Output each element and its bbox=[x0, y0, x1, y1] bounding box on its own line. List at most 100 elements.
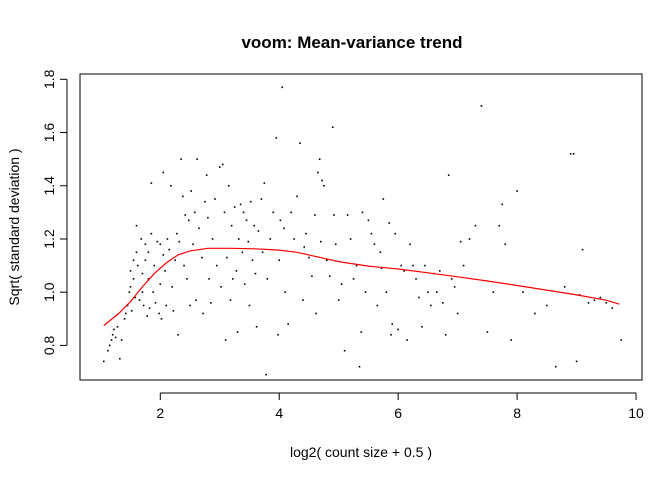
data-point bbox=[321, 179, 323, 182]
data-point bbox=[218, 166, 221, 168]
data-point bbox=[317, 171, 319, 174]
data-point bbox=[468, 238, 471, 240]
data-point bbox=[283, 227, 285, 230]
data-point bbox=[178, 240, 181, 243]
data-point bbox=[138, 299, 141, 301]
data-point bbox=[135, 224, 138, 227]
data-point bbox=[195, 299, 197, 301]
data-point bbox=[243, 283, 246, 286]
data-point bbox=[409, 243, 411, 246]
data-point bbox=[232, 278, 234, 280]
data-point bbox=[438, 270, 441, 272]
data-point bbox=[159, 243, 162, 246]
data-point bbox=[382, 198, 385, 200]
data-point bbox=[293, 238, 295, 240]
data-point bbox=[323, 184, 325, 187]
data-point bbox=[605, 302, 608, 304]
data-point bbox=[158, 312, 160, 315]
data-point bbox=[156, 240, 159, 243]
data-point bbox=[355, 264, 358, 267]
data-point bbox=[129, 286, 132, 288]
data-point bbox=[400, 264, 402, 267]
data-point bbox=[230, 224, 233, 227]
data-point bbox=[144, 243, 147, 246]
data-point bbox=[204, 200, 206, 203]
data-point bbox=[184, 214, 187, 216]
data-point bbox=[263, 182, 266, 184]
data-point bbox=[492, 291, 495, 293]
data-point bbox=[480, 105, 483, 107]
data-point bbox=[142, 304, 145, 307]
data-point bbox=[198, 227, 200, 230]
data-point bbox=[242, 211, 245, 214]
y-tick-label: 1.2 bbox=[41, 229, 57, 249]
data-point bbox=[380, 267, 383, 270]
data-point bbox=[136, 264, 139, 267]
data-point bbox=[202, 312, 204, 315]
data-point bbox=[102, 360, 105, 363]
data-point bbox=[510, 339, 512, 341]
data-point bbox=[279, 219, 282, 222]
data-point bbox=[272, 211, 275, 214]
x-tick-label: 4 bbox=[275, 405, 283, 421]
data-point bbox=[546, 304, 548, 307]
data-point bbox=[290, 211, 292, 214]
data-point bbox=[587, 302, 590, 304]
data-point bbox=[436, 291, 438, 293]
data-point bbox=[141, 272, 144, 275]
data-point bbox=[315, 312, 317, 315]
data-point bbox=[331, 126, 334, 129]
data-point bbox=[563, 286, 566, 288]
data-point bbox=[462, 264, 465, 267]
data-point bbox=[132, 259, 135, 262]
data-point bbox=[148, 307, 151, 309]
data-point bbox=[210, 302, 212, 304]
x-tick-label: 6 bbox=[394, 405, 402, 421]
data-point bbox=[486, 331, 489, 333]
data-point bbox=[516, 190, 518, 192]
data-point bbox=[593, 299, 596, 301]
data-point bbox=[575, 360, 578, 363]
data-point bbox=[397, 328, 399, 331]
data-point bbox=[403, 270, 405, 272]
data-point bbox=[144, 259, 147, 262]
data-point bbox=[364, 291, 367, 293]
data-point bbox=[522, 291, 524, 293]
data-point bbox=[241, 251, 244, 254]
data-point bbox=[320, 240, 322, 243]
data-point bbox=[186, 278, 188, 280]
data-point bbox=[108, 344, 111, 347]
data-point bbox=[334, 243, 337, 246]
x-tick-label: 10 bbox=[628, 405, 644, 421]
scatter-points bbox=[102, 86, 622, 376]
data-point bbox=[123, 318, 126, 320]
data-point bbox=[456, 312, 459, 315]
data-point bbox=[227, 184, 230, 187]
data-point bbox=[130, 310, 133, 312]
data-point bbox=[373, 243, 376, 246]
data-point bbox=[406, 339, 408, 341]
data-point bbox=[474, 224, 477, 227]
data-point bbox=[113, 328, 115, 331]
data-point bbox=[162, 171, 165, 174]
data-point bbox=[188, 219, 190, 222]
data-point bbox=[360, 331, 363, 333]
data-point bbox=[534, 312, 536, 315]
data-point bbox=[412, 264, 414, 267]
data-point bbox=[147, 278, 150, 280]
data-point bbox=[251, 259, 254, 262]
data-point bbox=[160, 318, 163, 320]
data-point bbox=[171, 286, 173, 288]
data-point bbox=[205, 174, 208, 176]
data-point bbox=[135, 251, 138, 254]
data-point bbox=[265, 373, 267, 376]
data-point bbox=[168, 248, 171, 251]
data-point bbox=[248, 304, 251, 307]
data-point bbox=[254, 272, 257, 275]
x-axis: 2 4 6 8 10 bbox=[156, 392, 644, 421]
data-point bbox=[129, 270, 132, 272]
data-point bbox=[150, 232, 153, 235]
data-point bbox=[120, 339, 123, 341]
data-point bbox=[153, 264, 156, 267]
data-point bbox=[299, 142, 301, 144]
